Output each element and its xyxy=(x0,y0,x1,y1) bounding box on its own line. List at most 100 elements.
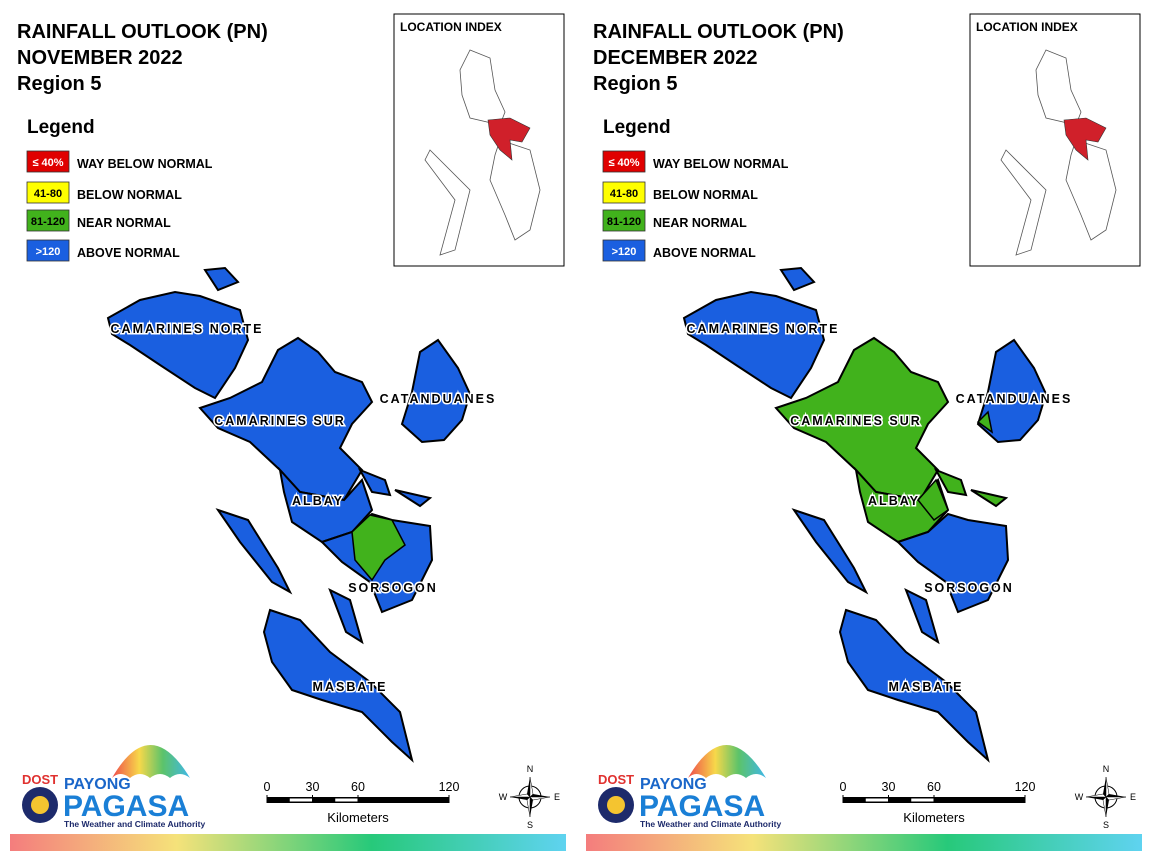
compass-label: E xyxy=(554,792,560,802)
scale-bar-segment xyxy=(911,798,934,802)
legend-swatch-text: 81-120 xyxy=(31,216,65,228)
logo-tagline: The Weather and Climate Authority xyxy=(640,819,781,829)
location-index-region xyxy=(487,117,531,161)
location-index-map xyxy=(1000,49,1117,256)
logo-pagasa: PAGASA xyxy=(639,790,765,823)
legend-label: BELOW NORMAL xyxy=(653,188,758,202)
province-shape xyxy=(774,336,950,502)
panel: RAINFALL OUTLOOK (PN) DECEMBER 2022 Region… xyxy=(586,13,1142,851)
island-shape xyxy=(203,266,240,292)
legend-label: NEAR NORMAL xyxy=(653,216,747,230)
province-shape xyxy=(106,290,250,400)
scale-tick-label: 0 xyxy=(840,780,847,794)
scale-tick-label: 120 xyxy=(1015,780,1036,794)
scale-unit: Kilometers xyxy=(327,810,389,825)
logo-umbrella xyxy=(112,745,190,778)
panel: RAINFALL OUTLOOK (PN) NOVEMBER 2022 Region… xyxy=(10,13,566,851)
scale-tick-label: 60 xyxy=(351,780,365,794)
province-label: SORSOGON xyxy=(348,581,438,595)
logo-payong: PAYONG xyxy=(640,776,707,793)
color-band xyxy=(586,834,1142,851)
scale-tick-label: 30 xyxy=(306,780,320,794)
compass-label: W xyxy=(499,792,508,802)
legend-swatch-text: >120 xyxy=(612,246,637,258)
island-shape xyxy=(933,468,968,497)
island-shape xyxy=(215,508,293,595)
scale-bar-segment xyxy=(865,798,889,802)
title-line: Region 5 xyxy=(17,73,101,95)
scale-tick-label: 120 xyxy=(439,780,460,794)
compass: N E S W xyxy=(1075,764,1136,830)
province-shape xyxy=(278,466,374,544)
legend-title: Legend xyxy=(27,117,95,138)
compass-label: S xyxy=(1103,820,1109,830)
legend-swatch-text: >120 xyxy=(36,246,61,258)
title-line: NOVEMBER 2022 xyxy=(17,47,183,69)
logo-payong: PAYONG xyxy=(64,776,131,793)
logo-seal-inner xyxy=(31,796,49,814)
legend-label: WAY BELOW NORMAL xyxy=(653,157,789,171)
province-shape xyxy=(854,466,950,544)
location-index-frame xyxy=(969,13,1141,267)
province-label: CATANDUANES xyxy=(956,392,1073,406)
scale-unit: Kilometers xyxy=(903,810,965,825)
legend-label: ABOVE NORMAL xyxy=(653,246,756,260)
legend-label: NEAR NORMAL xyxy=(77,216,171,230)
legend-swatch xyxy=(26,150,70,173)
logo-seal-inner xyxy=(607,796,625,814)
island-shape xyxy=(328,587,364,645)
legend-label: ABOVE NORMAL xyxy=(77,246,180,260)
island-shape xyxy=(779,266,816,292)
legend-title: Legend xyxy=(603,117,671,138)
logo-pagasa: PAGASA xyxy=(63,790,189,823)
legend-swatch xyxy=(26,209,70,232)
scale-bar-segment xyxy=(289,798,313,802)
legend-label: BELOW NORMAL xyxy=(77,188,182,202)
province-shape xyxy=(262,608,414,763)
scale-bar-segment xyxy=(335,798,358,802)
compass-star-light xyxy=(1085,776,1127,818)
scale-tick-label: 30 xyxy=(882,780,896,794)
province-label: CAMARINES NORTE xyxy=(687,322,840,336)
legend-swatch xyxy=(26,239,70,262)
island-shape xyxy=(791,508,869,595)
location-index-title: LOCATION INDEX xyxy=(400,20,502,34)
compass-star-light xyxy=(509,776,551,818)
compass-label: N xyxy=(1103,764,1110,774)
island-shape xyxy=(970,489,1009,508)
province-patch xyxy=(976,410,994,434)
title-line: RAINFALL OUTLOOK (PN) xyxy=(17,21,268,43)
province-label: CATANDUANES xyxy=(380,392,497,406)
legend-swatch-text: 41-80 xyxy=(610,188,638,200)
province-patch xyxy=(351,514,406,582)
province-label: ALBAY xyxy=(292,494,344,508)
province-shape xyxy=(400,338,472,444)
location-index-region xyxy=(1063,117,1107,161)
province-label: CAMARINES SUR xyxy=(790,414,922,428)
legend-swatch xyxy=(26,181,70,204)
compass-label: S xyxy=(527,820,533,830)
compass-label: W xyxy=(1075,792,1084,802)
logo-dost: DOST xyxy=(22,772,58,787)
logo-tagline: The Weather and Climate Authority xyxy=(64,819,205,829)
legend-swatch xyxy=(602,181,646,204)
island-shape xyxy=(357,468,392,497)
province-patch xyxy=(917,478,949,522)
province-label: SORSOGON xyxy=(924,581,1014,595)
scale-tick-label: 60 xyxy=(927,780,941,794)
compass-label: E xyxy=(1130,792,1136,802)
legend-swatch xyxy=(602,150,646,173)
province-label: CAMARINES NORTE xyxy=(111,322,264,336)
legend-swatch xyxy=(602,209,646,232)
island-shape xyxy=(904,587,940,645)
province-shape xyxy=(838,608,990,763)
province-shape xyxy=(896,512,1010,614)
legend-swatch xyxy=(602,239,646,262)
title-line: Region 5 xyxy=(593,73,677,95)
province-shape xyxy=(682,290,826,400)
location-index-title: LOCATION INDEX xyxy=(976,20,1078,34)
legend-swatch-text: 81-120 xyxy=(607,216,641,228)
logo-umbrella xyxy=(688,745,766,778)
province-label: MASBATE xyxy=(313,680,388,694)
scale-tick-label: 0 xyxy=(264,780,271,794)
